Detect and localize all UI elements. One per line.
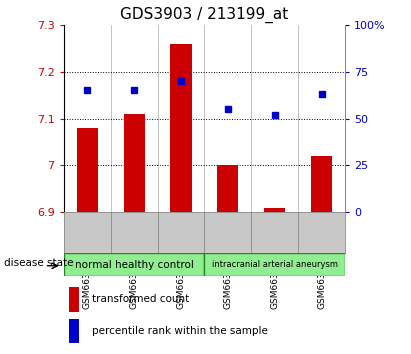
Text: disease state: disease state <box>4 258 74 268</box>
Text: normal healthy control: normal healthy control <box>75 259 194 270</box>
Bar <box>205 253 345 276</box>
Bar <box>264 208 285 212</box>
Bar <box>311 156 332 212</box>
Bar <box>171 44 192 212</box>
Bar <box>76 128 98 212</box>
Title: GDS3903 / 213199_at: GDS3903 / 213199_at <box>120 7 289 23</box>
Bar <box>69 287 79 312</box>
Text: intracranial arterial aneurysm: intracranial arterial aneurysm <box>212 260 338 269</box>
Text: percentile rank within the sample: percentile rank within the sample <box>92 326 268 336</box>
Bar <box>124 114 145 212</box>
Bar <box>64 253 204 276</box>
Bar <box>217 166 238 212</box>
Bar <box>69 319 79 343</box>
Text: transformed count: transformed count <box>92 295 189 304</box>
